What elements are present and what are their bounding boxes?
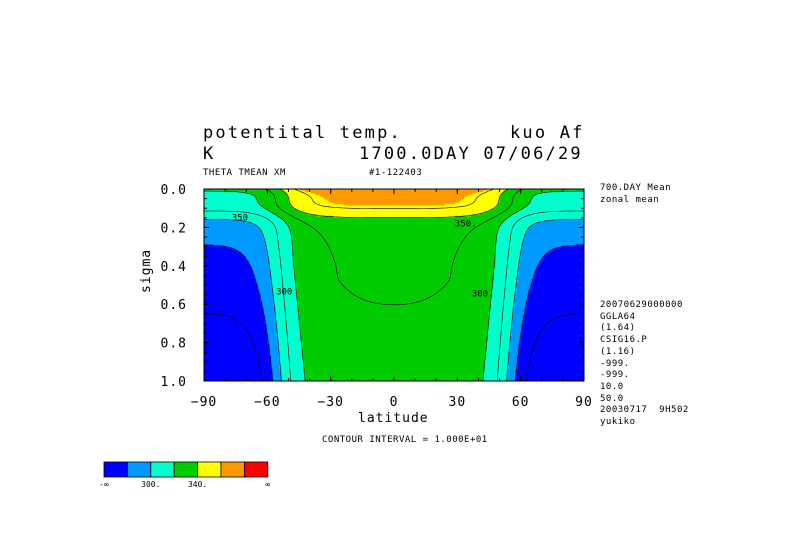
y-tick-label: 0.2 [161,221,187,236]
contour-line-290 [204,244,584,381]
x-tick-label: 0 [390,395,399,410]
colorbar-swatch [150,461,175,478]
y-tick-label: 0.6 [161,298,187,313]
side-info-line: 20030717 9H502 [600,405,689,416]
colorbar-label: 300. [141,480,160,489]
contour-label: 300 [276,288,292,298]
colorbar-swatch [197,461,222,478]
run-id-label: #1-122403 [369,168,423,178]
y-tick-label: 0.8 [161,337,187,352]
x-tick-label: 60 [512,395,530,410]
contour-line-310 [204,210,584,381]
side-info-line: CSIG16.P [600,335,648,346]
x-tick-label: −60 [254,395,280,410]
colorbar-swatch [127,461,152,478]
colorbar: -∞ 300. 340. ∞ [99,461,270,489]
side-info-line: yukiko [600,417,636,427]
contour-line-300 [204,219,584,381]
y-axis-label: sigma [139,248,154,293]
side-info-line: zonal mean [600,194,660,205]
colorbar-label: 340. [188,480,207,489]
side-info-line: (1.64) [600,323,636,334]
colorbar-swatch [103,461,128,478]
y-tick-label: 0.4 [161,260,187,275]
chart-title: potentital temp. [203,123,402,143]
colorbar-label: -∞ [99,480,109,489]
contour-interval-label: CONTOUR INTERVAL = 1.000E+01 [322,435,488,445]
colorbar-swatch [220,461,245,478]
colorbar-label: ∞ [265,480,270,489]
side-info-line: 50.0 [600,393,624,404]
side-info-line: 20070629000000 [600,300,683,310]
variable-label: THETA TMEAN XM [203,168,286,178]
contour-fill [204,189,584,381]
experiment-name: kuo Af [510,123,585,143]
y-tick-label: 1.0 [161,375,187,390]
side-info-line: GGLA64 [600,311,636,322]
axes: −90 −60 −30 0 30 60 90 0.0 0.2 0.4 0.6 0.8 1.0 [161,183,593,410]
contour-line-330 [264,189,524,306]
side-info-line: -999. [600,358,630,369]
x-tick-label: 90 [575,395,593,410]
side-info-line: 10.0 [600,381,624,392]
x-tick-label: 30 [449,395,467,410]
side-info-line: -999. [600,370,630,381]
side-info-line: 700.DAY Mean [600,183,672,193]
x-tick-label: −90 [191,395,217,410]
unit-label: K [203,144,216,164]
plot-area: 300 300. 350 350. [204,189,584,381]
colorbar-swatch [243,461,269,478]
contour-label: 300. [472,290,494,300]
y-tick-label: 0.0 [161,183,187,198]
time-label: 1700.0DAY 07/06/29 [359,144,583,164]
contour-label: 350 [232,214,248,224]
x-tick-label: −30 [317,395,343,410]
x-axis-label: latitude [358,411,429,426]
contour-label: 350. [455,219,477,229]
colorbar-swatch [173,461,198,478]
contour-line-320 [204,190,584,381]
side-info-line: (1.16) [600,346,636,357]
